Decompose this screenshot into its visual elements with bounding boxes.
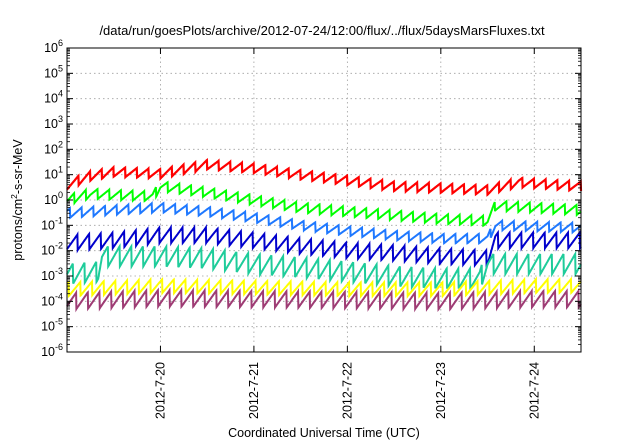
x-tick-label: 2012-7-23	[434, 362, 448, 419]
y-tick-label-exponent: -4	[55, 291, 63, 301]
y-tick-label-exponent: 3	[58, 114, 63, 124]
flux-series-line	[66, 286, 582, 313]
flux-series-line	[66, 180, 582, 228]
flux-series-line	[66, 276, 582, 299]
y-axis-label-sup: 2	[9, 194, 19, 199]
y-tick-label-base: 10	[41, 345, 55, 359]
y-tick-label-base: 10	[44, 92, 58, 106]
y-tick-label: 10-6	[41, 342, 63, 359]
flux-series-line	[66, 243, 582, 292]
y-tick-label-base: 10	[41, 269, 55, 283]
y-tick-label: 10-5	[41, 317, 63, 334]
x-axis-label: Coordinated Universal Time (UTC)	[228, 426, 420, 440]
y-tick-label: 106	[44, 38, 63, 55]
y-tick-label: 101	[44, 165, 63, 182]
y-tick-label: 102	[44, 139, 63, 156]
y-tick-label-exponent: 2	[58, 139, 63, 149]
y-tick-label-base: 10	[44, 193, 58, 207]
y-axis-ticks: 10-610-510-410-310-210-11001011021031041…	[41, 38, 581, 359]
y-tick-label: 100	[44, 190, 63, 207]
y-tick-label-base: 10	[44, 142, 58, 156]
series-group	[66, 157, 583, 313]
y-tick-label-base: 10	[41, 294, 55, 308]
y-tick-label-base: 10	[44, 168, 58, 182]
y-tick-label: 105	[44, 63, 63, 80]
y-tick-label: 10-4	[41, 291, 63, 308]
x-tick-label: 2012-7-20	[153, 362, 167, 419]
flux-series-line	[66, 224, 582, 269]
y-tick-label: 103	[44, 114, 63, 131]
chart-title: /data/run/goesPlots/archive/2012-07-24/1…	[99, 23, 545, 38]
y-tick-label-base: 10	[41, 320, 55, 334]
y-tick-label-base: 10	[44, 41, 58, 55]
x-tick-label: 2012-7-21	[247, 362, 261, 419]
y-tick-label-exponent: 4	[58, 89, 63, 99]
y-axis-label-suffix: -s-sr-MeV	[11, 139, 25, 195]
y-tick-label-base: 10	[44, 66, 58, 80]
y-tick-label: 104	[44, 89, 63, 106]
y-tick-label-exponent: 6	[58, 38, 63, 48]
y-tick-label-base: 10	[41, 218, 55, 232]
y-axis-label-prefix: protons/cm	[11, 199, 25, 261]
y-tick-label-exponent: -3	[55, 266, 63, 276]
y-tick-label: 10-1	[41, 215, 63, 232]
y-tick-label-base: 10	[44, 117, 58, 131]
y-tick-label-exponent: -5	[55, 317, 63, 327]
x-axis-ticks: 2012-7-20 2012-7-21 2012-7-22 2012-7-23 2012…	[153, 48, 541, 419]
y-tick-label-exponent: 1	[58, 165, 63, 175]
y-tick-label-exponent: -1	[55, 215, 63, 225]
y-tick-label: 10-2	[41, 241, 63, 258]
x-tick-label: 2012-7-24	[527, 362, 541, 419]
y-tick-label: 10-3	[41, 266, 63, 283]
y-tick-label-exponent: -6	[55, 342, 63, 352]
y-axis-label: protons/cm2-s-sr-MeV	[9, 139, 25, 261]
x-tick-label: 2012-7-22	[340, 362, 354, 419]
y-tick-label-exponent: -2	[55, 241, 63, 251]
flux-series-line	[66, 157, 583, 197]
y-tick-label-base: 10	[41, 244, 55, 258]
flux-series-line	[66, 201, 582, 246]
y-tick-label-exponent: 0	[58, 190, 63, 200]
y-tick-label-exponent: 5	[58, 63, 63, 73]
